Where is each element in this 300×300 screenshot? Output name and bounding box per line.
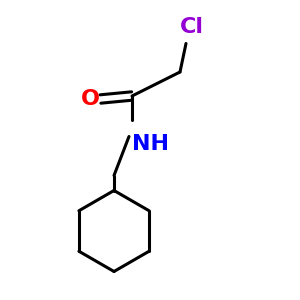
Text: O: O (80, 89, 100, 109)
Text: Cl: Cl (180, 17, 204, 37)
Text: NH: NH (131, 134, 169, 154)
